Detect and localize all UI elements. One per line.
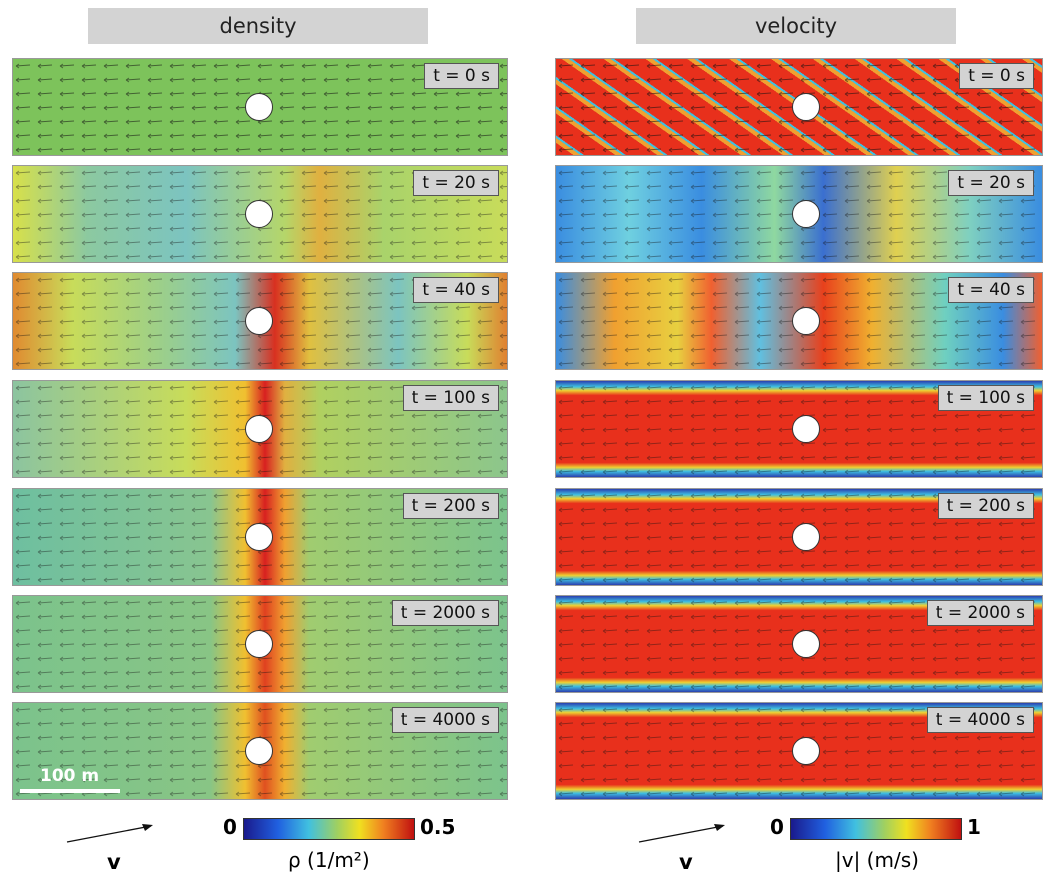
column-title: velocity: [636, 8, 956, 44]
scale-label: 100 m: [40, 766, 99, 786]
field-panel: t = 20 s: [12, 165, 508, 263]
obstacle: [245, 523, 273, 551]
field-panel: t = 4000 s: [555, 702, 1043, 800]
time-label: t = 2000 s: [927, 600, 1034, 626]
field-panel: t = 20 s: [555, 165, 1043, 263]
time-label: t = 4000 s: [927, 707, 1034, 733]
colorbar: [790, 818, 962, 840]
obstacle: [245, 630, 273, 658]
arrow-head: [714, 824, 725, 831]
time-label: t = 200 s: [938, 493, 1034, 519]
obstacle: [792, 630, 820, 658]
time-label: t = 4000 s: [392, 707, 499, 733]
time-label: t = 40 s: [413, 277, 499, 303]
vector-arrow: [637, 818, 732, 848]
field-panel: t = 40 s: [555, 272, 1043, 370]
obstacle: [792, 93, 820, 121]
field-panel: t = 200 s: [555, 488, 1043, 586]
vector-label: v: [107, 850, 121, 874]
obstacle: [245, 415, 273, 443]
field-panel: t = 2000 s: [555, 595, 1043, 693]
obstacle: [792, 737, 820, 765]
time-label: t = 2000 s: [392, 600, 499, 626]
obstacle: [245, 737, 273, 765]
time-label: t = 0 s: [959, 63, 1034, 89]
field-panel: t = 0 s: [12, 58, 508, 156]
vector-label: v: [679, 850, 693, 874]
obstacle: [245, 93, 273, 121]
colorbar-max: 0.5: [420, 815, 455, 839]
arrow-head: [142, 824, 153, 831]
field-panel: t = 100 s: [555, 380, 1043, 478]
field-panel: t = 2000 s: [12, 595, 508, 693]
scale-bar: [20, 789, 120, 793]
column-title: density: [88, 8, 428, 44]
obstacle: [792, 523, 820, 551]
colorbar-label: ρ (1/m²): [288, 848, 370, 872]
time-label: t = 200 s: [403, 493, 499, 519]
colorbar-min: 0: [223, 815, 237, 839]
time-label: t = 0 s: [424, 63, 499, 89]
obstacle: [792, 200, 820, 228]
obstacle: [245, 200, 273, 228]
obstacle: [792, 415, 820, 443]
colorbar-min: 0: [770, 815, 784, 839]
time-label: t = 40 s: [948, 277, 1034, 303]
colorbar-max: 1: [967, 815, 981, 839]
time-label: t = 20 s: [948, 170, 1034, 196]
field-panel: t = 40 s: [12, 272, 508, 370]
time-label: t = 100 s: [938, 385, 1034, 411]
arrow-shaft: [639, 826, 723, 842]
field-panel: t = 100 s: [12, 380, 508, 478]
field-panel: t = 0 s: [555, 58, 1043, 156]
obstacle: [245, 307, 273, 335]
colorbar: [243, 818, 415, 840]
time-label: t = 20 s: [413, 170, 499, 196]
colorbar-label: |v| (m/s): [835, 848, 919, 872]
obstacle: [792, 307, 820, 335]
arrow-shaft: [67, 826, 151, 842]
field-panel: t = 200 s: [12, 488, 508, 586]
time-label: t = 100 s: [403, 385, 499, 411]
vector-arrow: [65, 818, 160, 848]
figure: density t = 0 s t = 20 s t = 40 s t = 100 s t…: [0, 0, 1048, 884]
